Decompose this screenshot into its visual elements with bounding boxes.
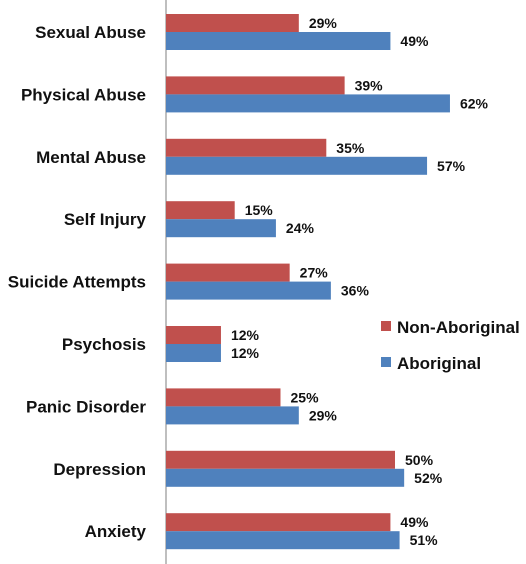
bar-non-aboriginal-panic-disorder <box>166 388 281 407</box>
legend: Non-Aboriginal Aboriginal <box>381 318 520 373</box>
legend-label-non-aboriginal: Non-Aboriginal <box>397 318 520 337</box>
legend-swatch-non-aboriginal <box>381 321 391 331</box>
category-label-psychosis: Psychosis <box>62 335 146 354</box>
data-label-aboriginal-self-injury: 24% <box>286 220 315 236</box>
bar-aboriginal-mental-abuse <box>166 156 428 175</box>
data-label-non-aboriginal-mental-abuse: 35% <box>336 140 365 156</box>
bar-aboriginal-sexual-abuse <box>166 32 391 50</box>
data-label-aboriginal-anxiety: 51% <box>410 532 439 548</box>
bar-non-aboriginal-suicide-attempts <box>166 263 290 282</box>
data-label-aboriginal-depression: 52% <box>414 470 443 486</box>
data-label-non-aboriginal-anxiety: 49% <box>400 514 429 530</box>
bar-non-aboriginal-mental-abuse <box>166 138 327 157</box>
category-label-anxiety: Anxiety <box>85 522 147 541</box>
category-label-self-injury: Self Injury <box>64 210 147 229</box>
data-labels: 29% 49% 39% 62% 35% 57% 15% 24% 27% 36% 12% 12% 25% 2… <box>231 15 489 548</box>
bars <box>166 14 450 550</box>
data-label-non-aboriginal-panic-disorder: 25% <box>291 389 320 405</box>
legend-label-aboriginal: Aboriginal <box>397 354 481 373</box>
bar-non-aboriginal-self-injury <box>166 201 235 220</box>
data-label-non-aboriginal-suicide-attempts: 27% <box>300 265 329 281</box>
bar-non-aboriginal-depression <box>166 450 395 469</box>
data-label-non-aboriginal-self-injury: 15% <box>245 202 274 218</box>
bar-aboriginal-psychosis <box>166 344 221 362</box>
bar-non-aboriginal-psychosis <box>166 326 221 344</box>
data-label-aboriginal-physical-abuse: 62% <box>460 95 489 111</box>
legend-swatch-aboriginal <box>381 357 391 367</box>
bar-aboriginal-panic-disorder <box>166 406 299 425</box>
bar-aboriginal-self-injury <box>166 219 276 238</box>
data-label-non-aboriginal-depression: 50% <box>405 452 434 468</box>
bar-non-aboriginal-anxiety <box>166 513 391 532</box>
data-label-aboriginal-suicide-attempts: 36% <box>341 283 370 299</box>
data-label-aboriginal-sexual-abuse: 49% <box>400 33 429 49</box>
bar-non-aboriginal-physical-abuse <box>166 76 345 95</box>
bar-aboriginal-depression <box>166 468 405 487</box>
bar-aboriginal-suicide-attempts <box>166 281 331 300</box>
data-label-non-aboriginal-physical-abuse: 39% <box>355 77 384 93</box>
category-label-physical-abuse: Physical Abuse <box>21 85 146 104</box>
category-label-panic-disorder: Panic Disorder <box>26 397 146 416</box>
data-label-aboriginal-mental-abuse: 57% <box>437 158 466 174</box>
category-axis-labels: Sexual Abuse Physical Abuse Mental Abuse Se… <box>8 23 147 541</box>
category-label-mental-abuse: Mental Abuse <box>36 148 146 167</box>
data-label-aboriginal-panic-disorder: 29% <box>309 407 338 423</box>
bar-aboriginal-physical-abuse <box>166 94 450 113</box>
bar-aboriginal-anxiety <box>166 531 400 550</box>
category-label-sexual-abuse: Sexual Abuse <box>35 23 146 42</box>
data-label-non-aboriginal-psychosis: 12% <box>231 327 260 343</box>
category-label-depression: Depression <box>53 460 146 479</box>
data-label-aboriginal-psychosis: 12% <box>231 345 260 361</box>
category-label-suicide-attempts: Suicide Attempts <box>8 273 146 292</box>
data-label-non-aboriginal-sexual-abuse: 29% <box>309 15 338 31</box>
bar-non-aboriginal-sexual-abuse <box>166 14 299 32</box>
